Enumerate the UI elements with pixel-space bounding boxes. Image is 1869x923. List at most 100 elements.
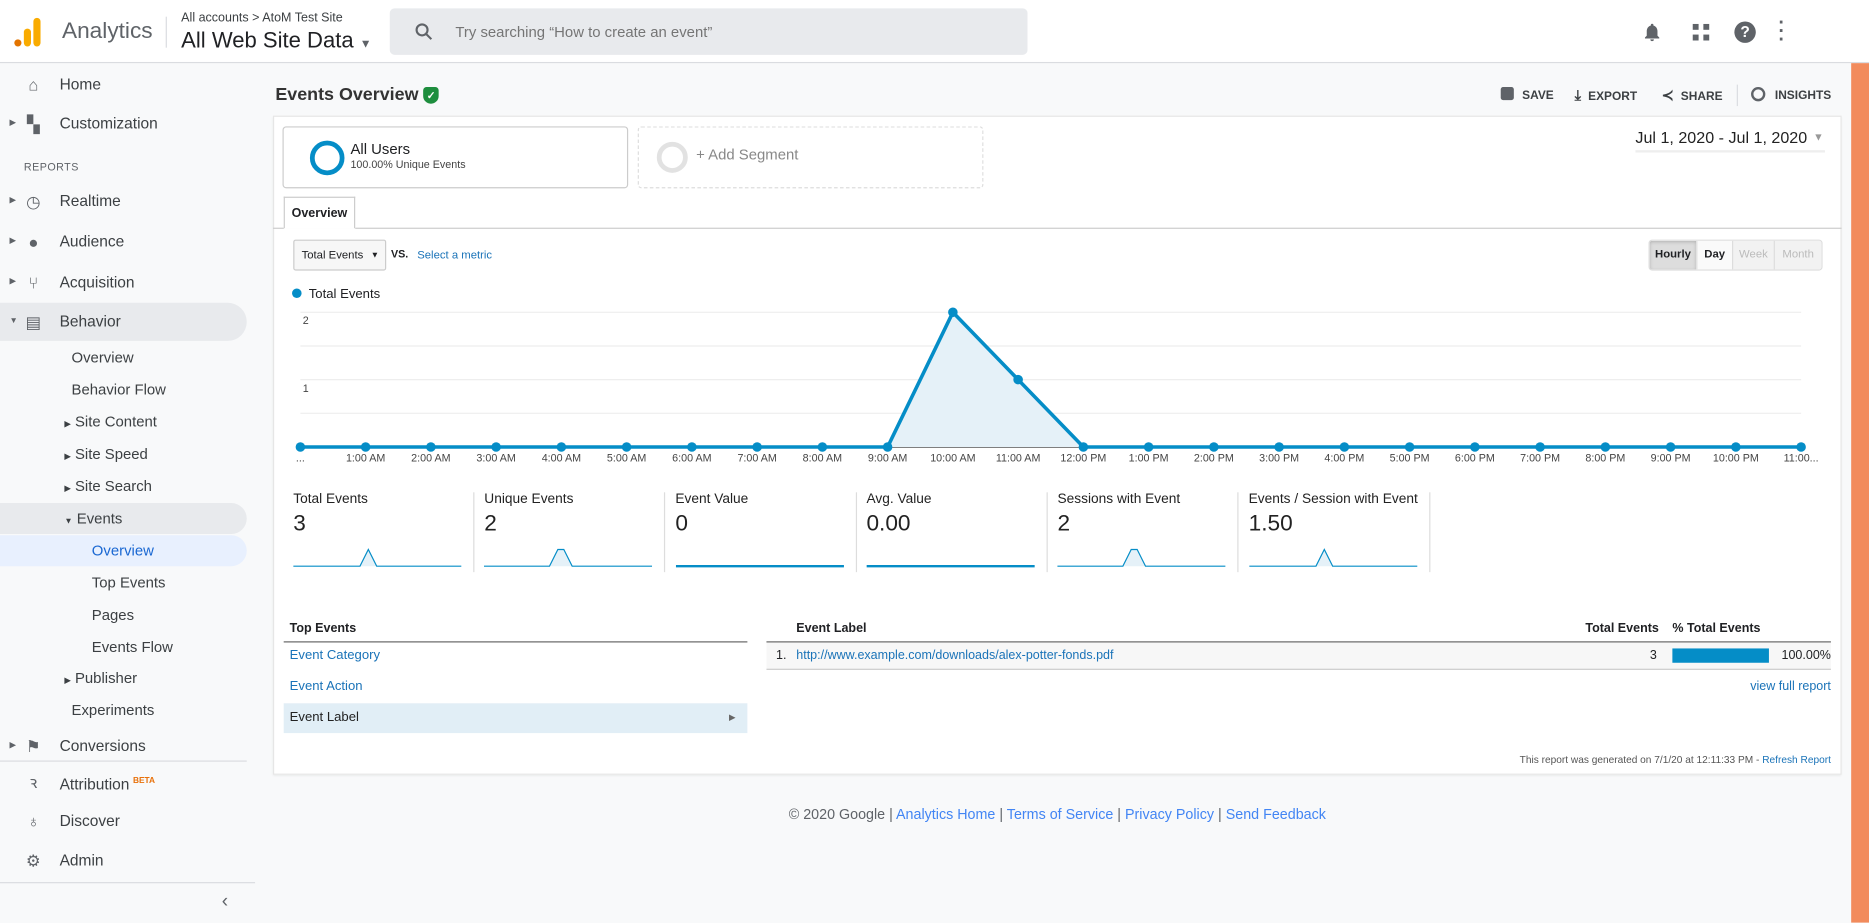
help-icon[interactable]: ? [1734, 21, 1756, 43]
divider [1428, 492, 1430, 573]
search-box[interactable] [389, 8, 1028, 55]
export-button[interactable]: ⤓ EXPORT [1575, 87, 1638, 105]
sidebar-item-site-search[interactable]: ▶ Site Search [64, 472, 152, 501]
percent-value: 100.00% [1781, 648, 1831, 663]
refresh-report-link[interactable]: Refresh Report [1762, 753, 1831, 766]
data-point [426, 442, 436, 452]
sparkline [293, 548, 462, 567]
sidebar-item-events-overview[interactable]: Overview [0, 535, 247, 567]
gear-icon: ⚙ [25, 851, 41, 871]
apps-grid-icon[interactable] [1692, 23, 1710, 41]
date-range-picker[interactable]: Jul 1, 2020 - Jul 1, 2020 ▼ [1635, 129, 1825, 153]
more-vert-icon[interactable]: · · · [1778, 13, 1785, 51]
sidebar-item-discover[interactable]: ♁ Discover [0, 806, 247, 837]
data-point [1535, 442, 1545, 452]
view-selector[interactable]: All Web Site Data ▼ [181, 27, 371, 53]
data-point [1404, 442, 1415, 452]
x-tick-label: 2:00 AM [411, 451, 451, 464]
metric-value: 0 [675, 511, 688, 537]
metric-events-session-with-event[interactable]: Events / Session with Event 1.50 [1248, 492, 1428, 572]
event-label-link[interactable]: http://www.example.com/downloads/alex-po… [796, 648, 1114, 663]
sidebar-item-top-events[interactable]: Top Events [91, 574, 166, 592]
caret-right-icon: ▶ [9, 119, 16, 128]
save-button[interactable]: SAVE [1500, 87, 1554, 103]
metric-total-events[interactable]: Total Events 3 [293, 492, 472, 572]
caret-right-icon: ▶ [9, 277, 16, 287]
sidebar-item-conversions[interactable]: ▶ ⚑ Conversions [0, 731, 247, 762]
top-events-event-action[interactable]: Event Action [289, 679, 363, 694]
sidebar-item-admin[interactable]: ⚙ Admin [0, 845, 247, 876]
granularity-buttons: Hourly Day Week Month [1648, 239, 1823, 271]
top-events-event-category[interactable]: Event Category [289, 648, 381, 663]
select-metric-link[interactable]: Select a metric [417, 249, 493, 263]
analytics-logo[interactable] [14, 17, 43, 49]
privacy-link[interactable]: Privacy Policy [1125, 805, 1215, 823]
analytics-home-link[interactable]: Analytics Home [896, 805, 996, 823]
sidebar-item-behavior-overview[interactable]: Overview [71, 349, 134, 366]
x-tick-label: 5:00 PM [1389, 451, 1430, 464]
collapse-sidebar-chevron-icon[interactable]: ‹ [221, 891, 229, 912]
metric-label: Avg. Value [866, 492, 932, 507]
sidebar-item-pages[interactable]: Pages [91, 606, 135, 624]
view-full-report-link[interactable]: view full report [1750, 679, 1831, 694]
day-button[interactable]: Day [1696, 240, 1732, 270]
hourly-button[interactable]: Hourly [1649, 240, 1697, 270]
tab-bar-line [272, 227, 1842, 229]
terms-link[interactable]: Terms of Service [1006, 805, 1114, 823]
x-tick-label: 2:00 PM [1193, 451, 1234, 464]
top-events-event-label[interactable]: Event Label ▶ [283, 703, 748, 734]
metric-select[interactable]: Total Events ▼ [293, 239, 387, 271]
tab-overview[interactable]: Overview [283, 196, 356, 229]
account-breadcrumb[interactable]: All accounts > AtoM Test Site [181, 10, 343, 26]
label: Events [76, 510, 123, 527]
feedback-link[interactable]: Send Feedback [1225, 805, 1326, 823]
customization-icon: ▚ [26, 114, 40, 134]
metric-avg-value[interactable]: Avg. Value 0.00 [866, 492, 1045, 572]
scrollbar[interactable] [1851, 63, 1869, 923]
sparkline [866, 565, 1035, 568]
month-button[interactable]: Month [1773, 240, 1822, 270]
sidebar-item-realtime[interactable]: ▶ ◷ Realtime [0, 186, 247, 217]
breadcrumb-account[interactable]: All accounts [181, 10, 249, 26]
sidebar-item-site-speed[interactable]: ▶ Site Speed [64, 440, 147, 469]
breadcrumb-property[interactable]: AtoM Test Site [262, 10, 343, 26]
x-tick-label: 4:00 AM [541, 451, 582, 464]
insights-button[interactable]: INSIGHTS [1751, 87, 1831, 103]
share-button[interactable]: ≺ SHARE [1662, 87, 1723, 104]
column-header-total-events: Total Events [1585, 621, 1659, 636]
search-input[interactable] [455, 20, 1004, 45]
x-tick-label: 10:00 PM [1712, 451, 1759, 464]
sidebar-item-events-flow[interactable]: Events Flow [91, 638, 173, 656]
sidebar-item-attribution[interactable]: ꝛ Attribution BETA [0, 766, 247, 797]
metric-event-value[interactable]: Event Value 0 [675, 492, 854, 572]
week-button[interactable]: Week [1731, 240, 1774, 270]
x-tick-label: 11:00... [1783, 451, 1819, 464]
data-point [817, 442, 828, 452]
sidebar-item-site-content[interactable]: ▶ Site Content [64, 408, 157, 437]
x-tick-label: 10:00 AM [930, 451, 976, 464]
sidebar-item-customization[interactable]: ▶ ▚ Customization [0, 108, 247, 139]
sidebar-item-behavior-flow[interactable]: Behavior Flow [71, 381, 166, 399]
sidebar-item-behavior[interactable]: ▼ ▤ Behavior [0, 302, 247, 341]
bell-icon[interactable] [1641, 21, 1662, 42]
sidebar-item-audience[interactable]: ▶ ● Audience [0, 226, 247, 257]
divider [766, 641, 1831, 643]
caret-right-icon: ▶ [64, 485, 71, 494]
reports-section-label: REPORTS [23, 160, 79, 173]
label: Site Speed [74, 445, 148, 463]
label: SHARE [1680, 90, 1723, 104]
data-point [1209, 442, 1219, 452]
sidebar-item-acquisition[interactable]: ▶ ⑂ Acquisition [0, 267, 247, 298]
data-point [752, 442, 762, 452]
sidebar-item-experiments[interactable]: Experiments [71, 702, 155, 719]
y-tick-label: 1 [302, 382, 309, 395]
sidebar-item-home[interactable]: ⌂ Home [0, 69, 247, 100]
sidebar-item-events[interactable]: ▼ Events [0, 503, 247, 535]
x-tick-label: 5:00 AM [606, 451, 647, 464]
sidebar-item-publisher[interactable]: ▶ Publisher [64, 664, 137, 693]
data-point [556, 442, 567, 452]
metric-unique-events[interactable]: Unique Events 2 [484, 492, 663, 572]
add-segment-button[interactable]: + Add Segment [637, 126, 984, 189]
segment-all-users[interactable]: All Users 100.00% Unique Events [282, 126, 629, 189]
metric-sessions-with-event[interactable]: Sessions with Event 2 [1057, 492, 1237, 572]
